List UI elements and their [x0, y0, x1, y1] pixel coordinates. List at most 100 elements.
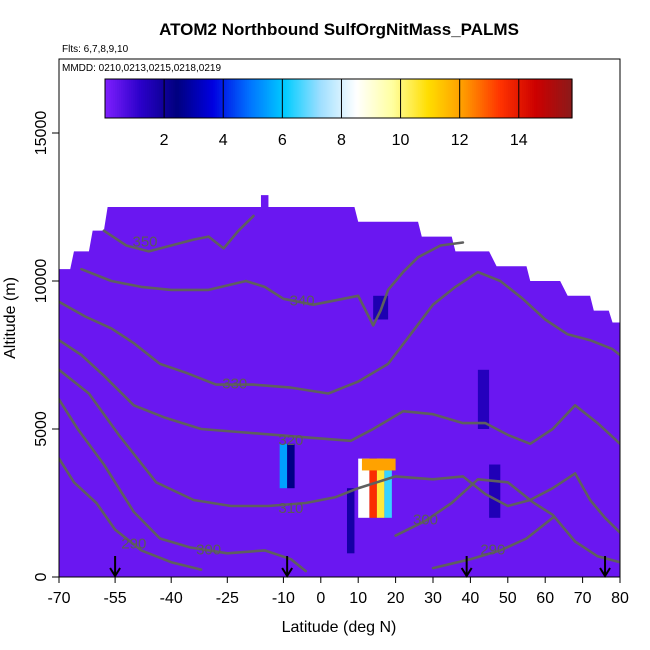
- colorbar-cell: [438, 79, 441, 118]
- colorbar-cell: [148, 79, 152, 118]
- heatmap-cell: [346, 488, 355, 554]
- colorbar-cell: [414, 79, 417, 118]
- colorbar-cell: [338, 79, 342, 118]
- contour-line-310: [59, 368, 620, 534]
- colorbar-cell: [262, 79, 266, 118]
- contour-line-340: [80, 241, 465, 327]
- colorbar-cell: [228, 79, 232, 118]
- heatmap-cell: [287, 443, 295, 489]
- heatmap-cell: [477, 369, 490, 429]
- colorbar-cell: [322, 79, 326, 118]
- colorbar-cell: [370, 79, 374, 118]
- colorbar-cell: [552, 79, 555, 118]
- colorbar-cell: [260, 79, 264, 118]
- colorbar-cell: [468, 79, 471, 118]
- colorbar-cell: [540, 79, 543, 118]
- colorbar-cell: [408, 79, 411, 118]
- colorbar-cell: [332, 79, 336, 118]
- colorbar-cell: [364, 79, 368, 118]
- colorbar-cell: [504, 79, 507, 118]
- colorbar-cell: [134, 79, 138, 118]
- colorbar-cell: [558, 79, 561, 118]
- colorbar-cell: [276, 79, 280, 118]
- colorbar-cell: [344, 79, 348, 118]
- colorbar-cell: [566, 79, 569, 118]
- colorbar-tick-label: 8: [337, 132, 346, 149]
- colorbar-cell: [194, 79, 198, 118]
- colorbar-cell: [186, 79, 190, 118]
- colorbar-cell: [530, 79, 533, 118]
- colorbar-cell: [362, 79, 366, 118]
- flight-arrow-head: [599, 567, 611, 578]
- colorbar-cell: [382, 79, 386, 118]
- colorbar-cell: [486, 79, 489, 118]
- contour-line-300: [59, 398, 308, 573]
- colorbar-cell: [500, 79, 503, 118]
- colorbar-cell: [254, 79, 258, 118]
- flight-arrow: [599, 556, 611, 578]
- colorbar-cell: [430, 79, 433, 118]
- x-tick-label: -70: [47, 590, 70, 607]
- colorbar-cell: [446, 79, 449, 118]
- colorbar-cell: [560, 79, 563, 118]
- flight-arrows: [109, 556, 611, 578]
- colorbar-cell: [172, 79, 176, 118]
- colorbar-cell: [302, 79, 306, 118]
- colorbar-cell: [544, 79, 547, 118]
- contour-label: 300: [196, 541, 221, 558]
- colorbar-cell: [274, 79, 278, 118]
- colorbar-cell: [226, 79, 230, 118]
- colorbar-cell: [130, 79, 134, 118]
- colorbar-cell: [464, 79, 467, 118]
- colorbar-cell: [522, 79, 525, 118]
- colorbar-cell: [444, 79, 447, 118]
- colorbar-cell: [452, 79, 455, 118]
- colorbar-cell: [236, 79, 240, 118]
- colorbar-cell: [176, 79, 180, 118]
- colorbar-cell: [136, 79, 140, 118]
- colorbar-cell: [268, 79, 272, 118]
- colorbar-cell: [394, 79, 397, 118]
- colorbar-cell: [288, 79, 292, 118]
- colorbar-cell: [482, 79, 485, 118]
- colorbar-cell: [184, 79, 188, 118]
- heatmap-cell: [279, 443, 288, 489]
- colorbar-cell: [124, 79, 128, 118]
- colorbar-cell: [160, 79, 164, 118]
- colorbar-cell: [428, 79, 431, 118]
- colorbar-cell: [328, 79, 332, 118]
- colorbar-tick-label: 2: [160, 132, 169, 149]
- chart-title: ATOM2 Northbound SulfOrgNitMass_PALMS: [159, 20, 519, 39]
- colorbar-cell: [154, 79, 158, 118]
- colorbar-cell: [298, 79, 302, 118]
- colorbar-cell: [494, 79, 497, 118]
- contour-line-320: [59, 338, 620, 446]
- colorbar-cell: [320, 79, 324, 118]
- x-tick-label: 0: [316, 590, 325, 607]
- colorbar-cell: [110, 79, 114, 118]
- colorbar-cell: [206, 79, 210, 118]
- colorbar-cell: [312, 79, 316, 118]
- colorbar-cell: [386, 79, 389, 118]
- colorbar-cell: [360, 79, 364, 118]
- colorbar-cell: [542, 79, 545, 118]
- colorbar-cell: [300, 79, 304, 118]
- colorbar-cell: [356, 79, 360, 118]
- flights-label: Flts: 6,7,8,9,10: [62, 44, 129, 55]
- colorbar-cell: [152, 79, 156, 118]
- colorbar-cell: [182, 79, 186, 118]
- colorbar-cell: [230, 79, 234, 118]
- x-tick-label: -25: [216, 590, 239, 607]
- colorbar-cell: [378, 79, 382, 118]
- x-tick-label: 60: [536, 590, 554, 607]
- colorbar-cell: [424, 79, 427, 118]
- colorbar-tick-label: 6: [278, 132, 287, 149]
- colorbar-cell: [216, 79, 220, 118]
- colorbar-tick-label: 12: [451, 132, 469, 149]
- colorbar-cell: [372, 79, 376, 118]
- colorbar-cell: [508, 79, 511, 118]
- colorbar-cells: [105, 79, 573, 118]
- colorbar-cell: [158, 79, 162, 118]
- colorbar-cell: [278, 79, 282, 118]
- colorbar-cell: [222, 79, 226, 118]
